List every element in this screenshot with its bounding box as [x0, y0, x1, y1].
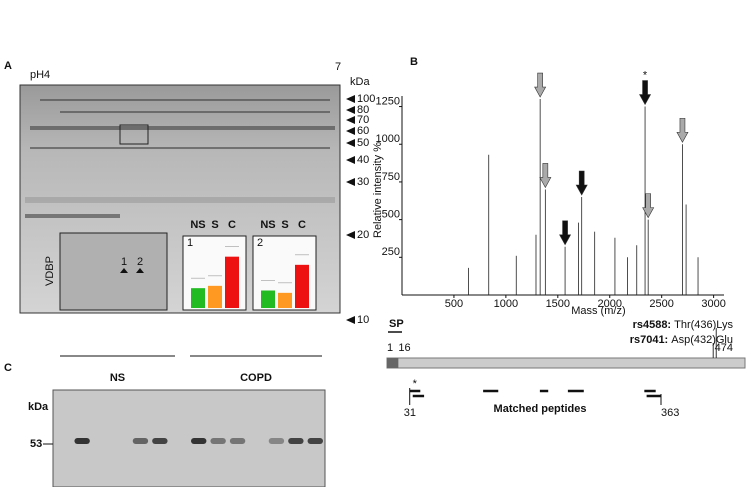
- bar: [225, 256, 239, 308]
- marker-label: 80: [357, 104, 369, 116]
- y-tick-label: 1000: [376, 133, 400, 145]
- y-tick-label: 250: [382, 246, 400, 258]
- marker-arrow: [346, 156, 355, 164]
- band: [268, 438, 285, 444]
- band: [152, 438, 168, 444]
- marker-label: 100: [357, 93, 375, 105]
- sp-label: SP: [389, 318, 404, 330]
- blot: [52, 389, 326, 487]
- unit-label: kDa: [350, 76, 370, 88]
- unit-label: kDa: [28, 401, 49, 413]
- spot-arrow: [136, 268, 144, 273]
- ph-label: pH4: [30, 69, 50, 81]
- residue-label: 363: [661, 407, 679, 419]
- panel-label: B: [410, 56, 418, 68]
- group-label: NS: [190, 219, 205, 231]
- inset-number: 1: [187, 237, 193, 249]
- marker-arrow: [346, 231, 355, 239]
- marker-arrow: [346, 316, 355, 324]
- y-tick-label: 1250: [376, 95, 400, 107]
- x-tick-label: 1000: [494, 298, 518, 310]
- residue-label: 1: [387, 342, 393, 354]
- sequence-bar: [386, 357, 746, 369]
- marker-label: 20: [357, 229, 369, 241]
- band: [191, 438, 207, 444]
- spot-box: [119, 124, 149, 145]
- marker-arrow: [346, 106, 355, 114]
- band: [210, 438, 226, 444]
- y-tick-label: 750: [382, 171, 400, 183]
- zoom-inset: [59, 232, 168, 311]
- gel-bands: [25, 99, 335, 218]
- marker-label: 40: [357, 154, 369, 166]
- peptide-note: *: [413, 378, 418, 390]
- x-tick-label: 500: [445, 298, 463, 310]
- bar: [208, 285, 222, 308]
- bar: [295, 264, 309, 308]
- bar: [261, 290, 275, 308]
- snp-change: Thr(436)Lys: [674, 319, 733, 331]
- band: [307, 438, 323, 444]
- peak-arrow: [639, 80, 652, 106]
- residue-label: 16: [398, 342, 410, 354]
- group-label: NS: [260, 219, 275, 231]
- y-tick-label: 500: [382, 209, 400, 221]
- band: [288, 438, 304, 444]
- marker-label: 50: [357, 137, 369, 149]
- protein-label: VDBP: [44, 256, 56, 286]
- marker-arrow: [346, 139, 355, 147]
- group-label: C: [298, 219, 306, 231]
- snp-label: rs4588: Thr(436)Lys: [633, 319, 734, 331]
- group-label: COPD: [240, 372, 272, 384]
- inset-number: 2: [257, 237, 263, 249]
- band: [229, 438, 246, 444]
- group-label: C: [228, 219, 236, 231]
- snp-id: rs4588:: [633, 319, 672, 331]
- x-tick-label: 2500: [649, 298, 673, 310]
- panel-label: C: [4, 362, 12, 374]
- group-label: S: [281, 219, 288, 231]
- marker-arrow: [346, 127, 355, 135]
- residue-label: 474: [715, 342, 733, 354]
- panel-label: A: [4, 60, 12, 72]
- marker-arrow: [346, 95, 355, 103]
- ph-label: 7: [335, 61, 341, 73]
- spot-label: 2: [137, 256, 143, 268]
- group-label: S: [211, 219, 218, 231]
- peak-arrow: [539, 163, 552, 189]
- marker-label: 70: [357, 114, 369, 126]
- peak-arrow: [534, 72, 547, 98]
- peak-note: *: [643, 69, 648, 81]
- peak-arrow: [676, 117, 689, 143]
- snp-label: rs7041: Asp(432)Glu: [630, 334, 733, 346]
- snp-change: Asp(432)Glu: [671, 334, 733, 346]
- peptides-label: Matched peptides: [494, 403, 587, 415]
- x-tick-label: 2000: [597, 298, 621, 310]
- peak-arrow: [642, 193, 655, 219]
- peak-arrow: [575, 170, 588, 196]
- peak-arrow: [559, 220, 572, 246]
- marker-label: 30: [357, 176, 369, 188]
- spot-arrow: [120, 268, 128, 273]
- marker-label: 60: [357, 125, 369, 137]
- spot-label: 1: [121, 256, 127, 268]
- band: [132, 438, 149, 444]
- marker-label: 53: [30, 438, 42, 450]
- bar: [191, 288, 205, 308]
- signal-peptide: [387, 358, 399, 368]
- marker-arrow: [346, 116, 355, 124]
- snp-id: rs7041:: [630, 334, 669, 346]
- residue-label: 31: [404, 407, 416, 419]
- x-tick-label: 3000: [701, 298, 725, 310]
- marker-label: 10: [357, 314, 369, 326]
- bar: [278, 292, 292, 308]
- y-axis-label: Relative intensity %: [372, 142, 384, 238]
- band: [74, 438, 90, 444]
- x-tick-label: 1500: [546, 298, 570, 310]
- x-axis-label: Mass (m/z): [571, 305, 625, 317]
- marker-arrow: [346, 178, 355, 186]
- group-label: NS: [110, 372, 125, 384]
